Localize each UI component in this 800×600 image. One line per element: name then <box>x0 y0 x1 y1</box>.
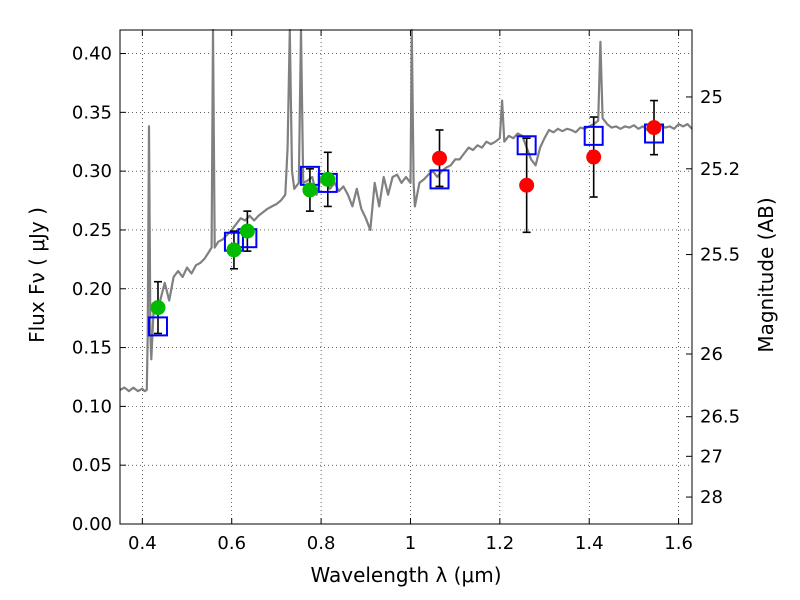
observed-optical-point <box>150 300 166 316</box>
observed-optical-point <box>226 242 242 258</box>
observed-infrared-point <box>646 120 662 136</box>
y-tick-label: 0.00 <box>72 514 112 535</box>
y-tick-label: 0.15 <box>72 338 112 359</box>
x-tick-label: 1.6 <box>664 533 693 554</box>
x-tick-label: 1 <box>405 533 416 554</box>
grid <box>120 30 692 525</box>
model-photometry-markers <box>147 123 665 337</box>
observed-infrared-point <box>519 177 535 193</box>
y2-tick-label: 27 <box>700 446 723 467</box>
model-photometry-square <box>429 169 450 190</box>
x-tick-label: 0.6 <box>217 533 246 554</box>
plot-frame <box>119 29 693 525</box>
y-tick-label: 0.25 <box>72 220 112 241</box>
x-tick-label: 0.4 <box>128 533 157 554</box>
x-tick-label: 1.4 <box>575 533 604 554</box>
error-bars <box>153 99 659 335</box>
observed-markers <box>150 120 662 316</box>
y-tick-label: 0.10 <box>72 396 112 417</box>
observed-infrared-point <box>432 150 448 166</box>
observed-optical-point <box>302 182 318 198</box>
y2-tick-label: 25.5 <box>700 245 740 266</box>
observed-infrared-point <box>586 149 602 165</box>
y2-tick-label: 26 <box>700 344 723 365</box>
y2-tick-label: 26.5 <box>700 407 740 428</box>
model-spectrum <box>119 28 693 393</box>
model-photometry-square <box>147 316 168 337</box>
y-tick-label: 0.20 <box>72 279 112 300</box>
y2-tick-label: 28 <box>700 487 723 508</box>
spectrum-line <box>119 28 693 393</box>
y2-tick-label: 25 <box>700 87 723 108</box>
x-tick-label: 1.2 <box>486 533 515 554</box>
y-tick-label: 0.30 <box>72 161 112 182</box>
y2-axis-label: Magnitude (AB) <box>754 197 778 352</box>
y-tick-label: 0.05 <box>72 455 112 476</box>
observed-optical-point <box>239 223 255 239</box>
model-photometry-square <box>516 135 537 156</box>
x-tick-label: 0.8 <box>307 533 336 554</box>
y-tick-label: 0.40 <box>72 44 112 65</box>
x-axis-label: Wavelength λ (μm) <box>310 563 501 587</box>
y-axis-label: Flux Fν ( μJy ) <box>25 207 49 343</box>
axes: 0.4 0.6 0.8 1 1.2 1.4 1.6 0.00 0.05 0.10 0.15 0.20 0… <box>72 30 740 554</box>
model-photometry-square <box>583 125 604 146</box>
observed-optical-point <box>320 171 336 187</box>
y-tick-label: 0.35 <box>72 102 112 123</box>
y2-tick-label: 25.2 <box>700 159 740 180</box>
